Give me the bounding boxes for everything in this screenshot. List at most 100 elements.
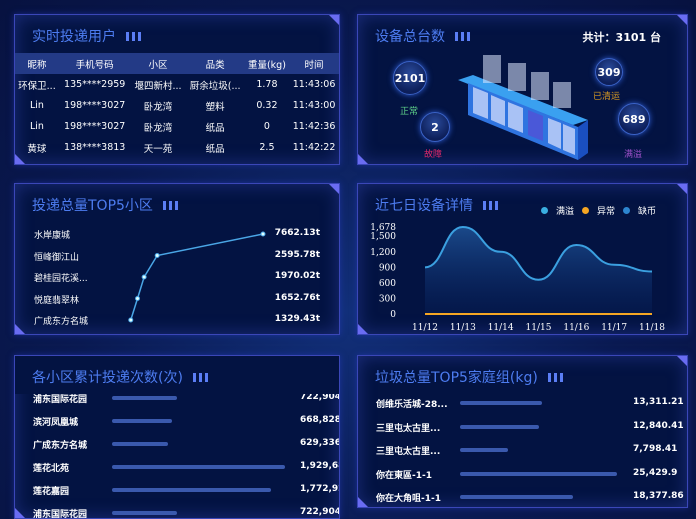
panel-title: 垃圾总量TOP5家庭组(kg) [375, 367, 563, 387]
table-cell: 11:43:06 [292, 79, 336, 90]
title-text: 各小区累计投递次数(次) [32, 370, 183, 386]
top5-point [135, 296, 141, 301]
series-line-full [424, 225, 653, 281]
legend-no-coin[interactable]: 缺币 [623, 204, 656, 217]
table-row[interactable]: Lin 198****3027 卧龙湾 塑料 0.32 11:43:00 [15, 95, 339, 116]
list-item-value: 668,828 [300, 415, 340, 425]
corner-decoration [358, 497, 368, 507]
top5-line [128, 231, 266, 323]
panel-title: 各小区累计投递次数(次) [32, 367, 208, 387]
community-total: 2595.78t [274, 249, 320, 260]
corner-decoration [329, 15, 339, 25]
x-tick-label: 11/13 [450, 323, 476, 333]
corner-decoration [358, 154, 368, 164]
bars-icon [547, 372, 563, 382]
cleared-count: 309 [595, 58, 623, 86]
list-item-bar [460, 401, 543, 405]
col-header: 时间 [304, 59, 324, 71]
y-tick-label: 1,200 [370, 248, 396, 258]
legend-full[interactable]: 满溢 [541, 204, 574, 217]
y-tick-label: 600 [379, 279, 396, 289]
title-text: 垃圾总量TOP5家庭组(kg) [375, 370, 538, 386]
top5-polyline [130, 233, 264, 321]
corner-decoration [358, 324, 368, 334]
list-item-name: 莲花嘉园 [33, 487, 70, 497]
y-tick-label: 1,678 [370, 223, 396, 233]
device-total-panel: 设备总台数 共计：3101 台 2101 正常 2 故障 309 已清运 689… [357, 14, 688, 165]
table-row[interactable]: Lin 198****3027 卧龙湾 纸品 0 11:42:36 [15, 116, 339, 137]
list-item-bar [460, 495, 574, 499]
panel-title: 近七日设备详情 [375, 195, 498, 215]
table-cell: 卧龙湾 [143, 101, 173, 113]
list-item-value: 722,904 [300, 507, 340, 517]
list-item-value: 1,772,924 [300, 484, 339, 494]
title-text: 实时投递用户 [32, 29, 116, 45]
community-name: 恒峰御江山 [34, 252, 80, 263]
community-total: 1652.76t [274, 292, 320, 303]
full-label: 满溢 [624, 150, 643, 160]
table-cell: 0.32 [256, 100, 278, 111]
col-header: 品类 [205, 59, 225, 71]
list-item-value: 12,840.41 [633, 420, 684, 431]
community-total: 1970.02t [274, 271, 320, 281]
table-cell: 198****3027 [64, 100, 126, 111]
y-tick-label: 1,500 [370, 232, 396, 242]
list-item-name: 三里屯太古里... [376, 423, 441, 434]
x-tick-label: 11/18 [639, 323, 665, 333]
table-cell: 2.5 [259, 142, 275, 153]
full-count: 689 [618, 103, 650, 135]
table-cell: 卧龙湾 [143, 122, 173, 134]
table-row[interactable]: 黄球 138****3813 天一苑 纸品 2.5 11:42:22 [15, 137, 339, 158]
table-cell: 塑料 [205, 101, 225, 113]
table-cell: 0 [263, 121, 270, 132]
table-row[interactable]: 环保卫... 135****2959 堰四新村... 厨余垃圾(... 1.78 11:4… [15, 74, 339, 95]
list-item-value: 1,929,688 [300, 461, 339, 471]
top5-point [154, 253, 160, 258]
table-cell: 135****2959 [64, 79, 126, 90]
list-item-bar [112, 488, 271, 492]
realtime-users-panel: 实时投递用户 昵称 手机号码 小区 品类 重量(kg) 时间 环保卫... 135****2… [14, 14, 340, 165]
table-cell: 11:42:36 [292, 121, 336, 132]
table-cell: Lin [29, 121, 44, 132]
list-item-bar [112, 511, 177, 515]
table-cell: 11:43:00 [292, 100, 336, 111]
title-text: 设备总台数 [375, 29, 445, 45]
table-cell: 厨余垃圾(... [189, 80, 241, 92]
top5-point [128, 317, 134, 323]
corner-decoration [677, 184, 687, 194]
list-item-bar [112, 442, 169, 446]
table-cell: 11:42:22 [292, 142, 336, 153]
cleared-label: 已清运 [593, 92, 621, 102]
fault-label: 故障 [424, 150, 443, 160]
table-cell: 天一苑 [143, 143, 173, 155]
corner-decoration [677, 15, 687, 25]
bars-icon [483, 200, 498, 210]
corner-decoration [15, 154, 25, 164]
corner-decoration [15, 508, 25, 518]
trash-station-illustration [458, 55, 588, 160]
top5-communities-panel: 投递总量TOP5小区 水岸康城 7662.13t 恒峰御江山 2595.78t 碧桂园花… [14, 183, 340, 335]
panel-header [15, 356, 339, 394]
legend-abnormal[interactable]: 异常 [582, 204, 615, 217]
col-header: 手机号码 [75, 59, 114, 71]
list-item-value: 7,798.41 [633, 444, 678, 454]
list-item-name: 浦东国际花园 [33, 395, 88, 405]
list-item-name: 你在東區-1-1 [376, 470, 432, 481]
list-item-value: 629,336 [300, 438, 340, 448]
bars-icon [126, 31, 141, 41]
list-item-bar [112, 396, 177, 400]
table-cell: 1.78 [256, 79, 278, 90]
top5-point [260, 231, 266, 237]
list-item-bar [460, 471, 617, 476]
community-name: 广成东方名城 [34, 317, 89, 327]
community-total: 7662.13t [274, 228, 320, 238]
col-header: 小区 [148, 59, 168, 71]
family-top5-panel: 垃圾总量TOP5家庭组(kg) 创维乐活城-28... 13,311.21 三里屯太… [357, 355, 688, 508]
list-item-bar [460, 448, 509, 452]
fault-count: 2 [420, 112, 450, 142]
list-item-value: 13,311.21 [633, 397, 684, 407]
col-header: 重量(kg) [247, 59, 286, 71]
community-counts-panel: 浦东国际花园 722,904 滨河凤凰城 668,828 广成东方名城 629,336 莲花… [14, 355, 340, 519]
panel-title: 投递总量TOP5小区 [32, 195, 178, 215]
